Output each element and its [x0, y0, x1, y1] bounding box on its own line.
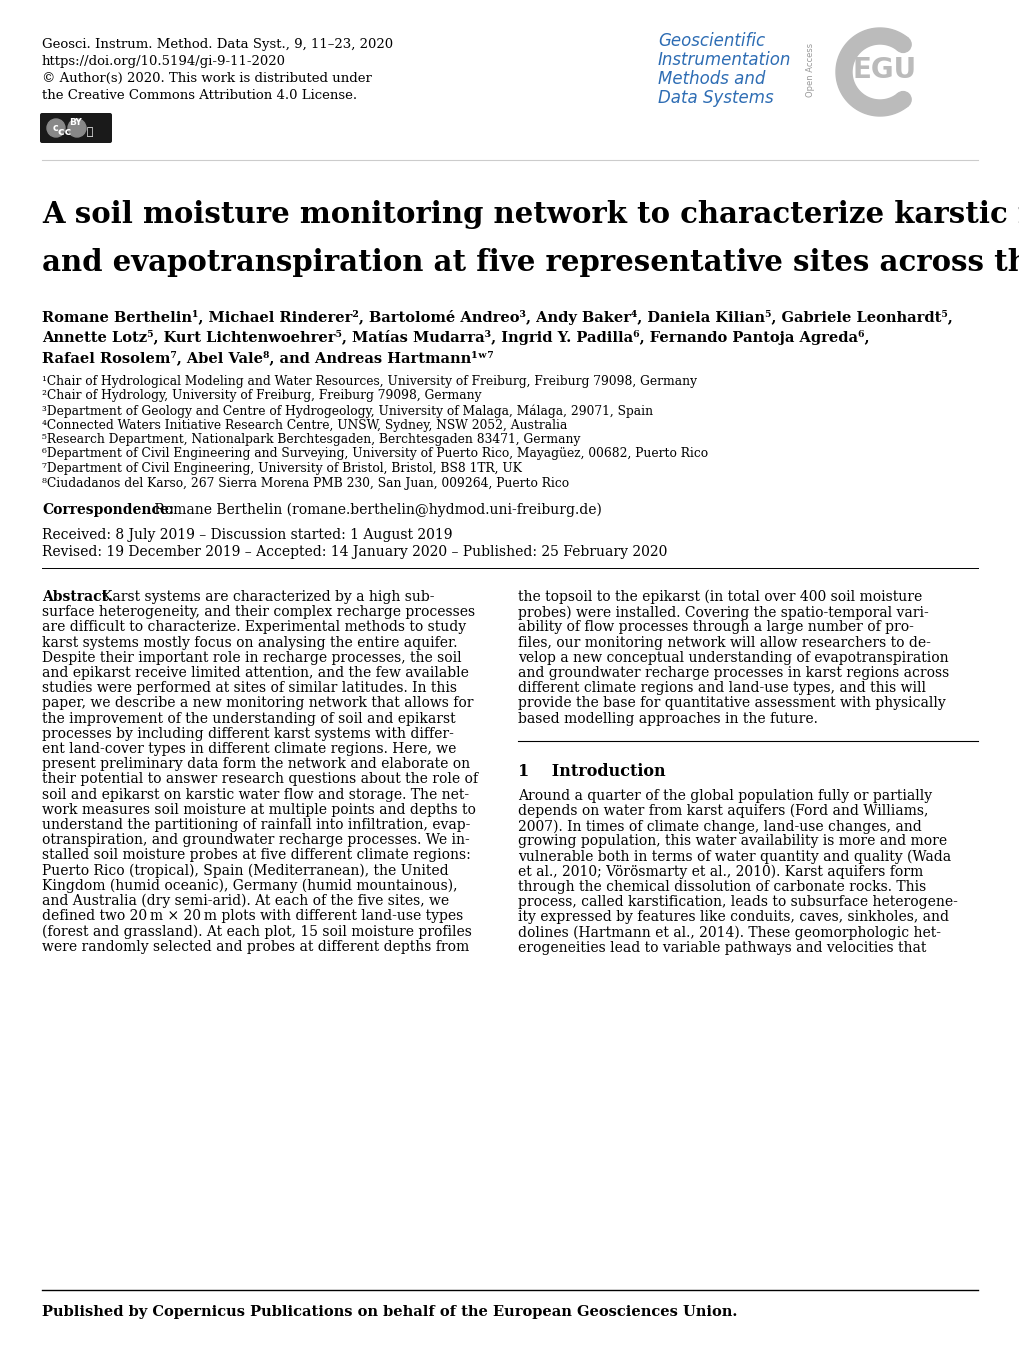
Text: velop a new conceptual understanding of evapotranspiration: velop a new conceptual understanding of … [518, 651, 948, 664]
Text: Abstract.: Abstract. [42, 590, 117, 604]
Text: c: c [53, 122, 59, 133]
Text: karst systems mostly focus on analysing the entire aquifer.: karst systems mostly focus on analysing … [42, 636, 458, 650]
Text: ability of flow processes through a large number of pro-: ability of flow processes through a larg… [518, 620, 913, 635]
Text: Romane Berthelin (romane.berthelin@hydmod.uni-freiburg.de): Romane Berthelin (romane.berthelin@hydmo… [150, 503, 601, 518]
Text: process, called karstification, leads to subsurface heterogene-: process, called karstification, leads to… [518, 896, 957, 909]
Polygon shape [836, 28, 907, 116]
Text: and groundwater recharge processes in karst regions across: and groundwater recharge processes in ka… [518, 666, 949, 681]
Circle shape [895, 36, 910, 52]
Text: studies were performed at sites of similar latitudes. In this: studies were performed at sites of simil… [42, 681, 457, 695]
Text: Methods and: Methods and [657, 70, 764, 87]
Text: Received: 8 July 2019 – Discussion started: 1 August 2019: Received: 8 July 2019 – Discussion start… [42, 529, 452, 542]
Text: Revised: 19 December 2019 – Accepted: 14 January 2020 – Published: 25 February 2: Revised: 19 December 2019 – Accepted: 14… [42, 545, 666, 560]
Text: et al., 2010; Vörösmarty et al., 2010). Karst aquifers form: et al., 2010; Vörösmarty et al., 2010). … [518, 865, 922, 880]
Text: Open Access: Open Access [806, 43, 815, 97]
Text: through the chemical dissolution of carbonate rocks. This: through the chemical dissolution of carb… [518, 880, 925, 894]
Circle shape [68, 118, 86, 137]
Text: Data Systems: Data Systems [657, 89, 772, 108]
Text: ⁸Ciudadanos del Karso, 267 Sierra Morena PMB 230, San Juan, 009264, Puerto Rico: ⁸Ciudadanos del Karso, 267 Sierra Morena… [42, 476, 569, 490]
Text: Around a quarter of the global population fully or partially: Around a quarter of the global populatio… [518, 788, 931, 803]
Text: present preliminary data form the network and elaborate on: present preliminary data form the networ… [42, 757, 470, 771]
Text: ⁶Department of Civil Engineering and Surveying, University of Puerto Rico, Mayag: ⁶Department of Civil Engineering and Sur… [42, 448, 707, 460]
Circle shape [47, 118, 65, 137]
Text: dolines (Hartmann et al., 2014). These geomorphologic het-: dolines (Hartmann et al., 2014). These g… [518, 925, 941, 940]
Text: were randomly selected and probes at different depths from: were randomly selected and probes at dif… [42, 940, 469, 954]
Text: Annette Lotz⁵, Kurt Lichtenwoehrer⁵, Matías Mudarra³, Ingrid Y. Padilla⁶, Fernan: Annette Lotz⁵, Kurt Lichtenwoehrer⁵, Mat… [42, 330, 868, 346]
Text: Karst systems are characterized by a high sub-: Karst systems are characterized by a hig… [102, 590, 434, 604]
Text: provide the base for quantitative assessment with physically: provide the base for quantitative assess… [518, 697, 945, 710]
Text: stalled soil moisture probes at five different climate regions:: stalled soil moisture probes at five dif… [42, 849, 471, 862]
Text: Puerto Rico (tropical), Spain (Mediterranean), the United: Puerto Rico (tropical), Spain (Mediterra… [42, 863, 448, 878]
Text: and evapotranspiration at five representative sites across the globe: and evapotranspiration at five represent… [42, 247, 1019, 277]
Text: 1    Introduction: 1 Introduction [518, 763, 665, 780]
Text: processes by including different karst systems with differ-: processes by including different karst s… [42, 726, 453, 741]
Text: based modelling approaches in the future.: based modelling approaches in the future… [518, 712, 817, 725]
Text: and Australia (dry semi-arid). At each of the five sites, we: and Australia (dry semi-arid). At each o… [42, 894, 448, 908]
Text: Despite their important role in recharge processes, the soil: Despite their important role in recharge… [42, 651, 462, 664]
Text: different climate regions and land-use types, and this will: different climate regions and land-use t… [518, 681, 925, 695]
Text: are difficult to characterize. Experimental methods to study: are difficult to characterize. Experimen… [42, 620, 466, 635]
Text: cc    ⓘ: cc ⓘ [58, 126, 94, 137]
Circle shape [895, 91, 910, 108]
Text: Published by Copernicus Publications on behalf of the European Geosciences Union: Published by Copernicus Publications on … [42, 1305, 737, 1319]
FancyBboxPatch shape [40, 113, 112, 143]
Text: Instrumentation: Instrumentation [657, 51, 791, 69]
Text: ¹Chair of Hydrological Modeling and Water Resources, University of Freiburg, Fre: ¹Chair of Hydrological Modeling and Wate… [42, 375, 696, 387]
Text: work measures soil moisture at multiple points and depths to: work measures soil moisture at multiple … [42, 803, 476, 816]
Text: ⁷Department of Civil Engineering, University of Bristol, Bristol, BS8 1TR, UK: ⁷Department of Civil Engineering, Univer… [42, 461, 522, 475]
Text: ent land-cover types in different climate regions. Here, we: ent land-cover types in different climat… [42, 742, 455, 756]
Text: probes) were installed. Covering the spatio-temporal vari-: probes) were installed. Covering the spa… [518, 605, 928, 620]
Text: the Creative Commons Attribution 4.0 License.: the Creative Commons Attribution 4.0 Lic… [42, 89, 357, 102]
Text: otranspiration, and groundwater recharge processes. We in-: otranspiration, and groundwater recharge… [42, 833, 470, 847]
Text: Romane Berthelin¹, Michael Rinderer², Bartolomé Andreo³, Andy Baker⁴, Daniela Ki: Romane Berthelin¹, Michael Rinderer², Ba… [42, 309, 952, 325]
Text: vulnerable both in terms of water quantity and quality (Wada: vulnerable both in terms of water quanti… [518, 850, 950, 863]
Text: (forest and grassland). At each plot, 15 soil moisture profiles: (forest and grassland). At each plot, 15… [42, 924, 472, 939]
Text: understand the partitioning of rainfall into infiltration, evap-: understand the partitioning of rainfall … [42, 818, 470, 833]
Text: 2007). In times of climate change, land-use changes, and: 2007). In times of climate change, land-… [518, 819, 921, 834]
Text: © Author(s) 2020. This work is distributed under: © Author(s) 2020. This work is distribut… [42, 73, 372, 85]
Text: ity expressed by features like conduits, caves, sinkholes, and: ity expressed by features like conduits,… [518, 911, 948, 924]
Text: growing population, this water availability is more and more: growing population, this water availabil… [518, 834, 947, 849]
Text: the topsoil to the epikarst (in total over 400 soil moisture: the topsoil to the epikarst (in total ov… [518, 590, 921, 604]
Text: surface heterogeneity, and their complex recharge processes: surface heterogeneity, and their complex… [42, 605, 475, 619]
Text: ⁴Connected Waters Initiative Research Centre, UNSW, Sydney, NSW 2052, Australia: ⁴Connected Waters Initiative Research Ce… [42, 418, 567, 432]
Text: Kingdom (humid oceanic), Germany (humid mountainous),: Kingdom (humid oceanic), Germany (humid … [42, 878, 458, 893]
Text: ²Chair of Hydrology, University of Freiburg, Freiburg 79098, Germany: ²Chair of Hydrology, University of Freib… [42, 390, 481, 402]
Text: https://doi.org/10.5194/gi-9-11-2020: https://doi.org/10.5194/gi-9-11-2020 [42, 55, 285, 69]
Text: paper, we describe a new monitoring network that allows for: paper, we describe a new monitoring netw… [42, 697, 473, 710]
Text: Geoscientific: Geoscientific [657, 32, 764, 50]
Text: and epikarst receive limited attention, and the few available: and epikarst receive limited attention, … [42, 666, 469, 681]
Text: BY: BY [69, 118, 83, 126]
Text: depends on water from karst aquifers (Ford and Williams,: depends on water from karst aquifers (Fo… [518, 804, 927, 818]
Text: soil and epikarst on karstic water flow and storage. The net-: soil and epikarst on karstic water flow … [42, 788, 469, 802]
Text: Rafael Rosolem⁷, Abel Vale⁸, and Andreas Hartmann¹ʷ⁷: Rafael Rosolem⁷, Abel Vale⁸, and Andreas… [42, 350, 493, 364]
Text: ⁵Research Department, Nationalpark Berchtesgaden, Berchtesgaden 83471, Germany: ⁵Research Department, Nationalpark Berch… [42, 433, 580, 447]
Text: ³Department of Geology and Centre of Hydrogeology, University of Malaga, Málaga,: ³Department of Geology and Centre of Hyd… [42, 404, 652, 417]
Text: files, our monitoring network will allow researchers to de-: files, our monitoring network will allow… [518, 636, 930, 650]
Text: A soil moisture monitoring network to characterize karstic recharge: A soil moisture monitoring network to ch… [42, 200, 1019, 229]
Text: Geosci. Instrum. Method. Data Syst., 9, 11–23, 2020: Geosci. Instrum. Method. Data Syst., 9, … [42, 38, 392, 51]
Text: erogeneities lead to variable pathways and velocities that: erogeneities lead to variable pathways a… [518, 940, 925, 955]
Text: Correspondence:: Correspondence: [42, 503, 174, 516]
Text: EGU: EGU [852, 56, 916, 83]
Text: their potential to answer research questions about the role of: their potential to answer research quest… [42, 772, 478, 787]
Text: the improvement of the understanding of soil and epikarst: the improvement of the understanding of … [42, 712, 455, 725]
Text: defined two 20 m × 20 m plots with different land-use types: defined two 20 m × 20 m plots with diffe… [42, 909, 463, 923]
